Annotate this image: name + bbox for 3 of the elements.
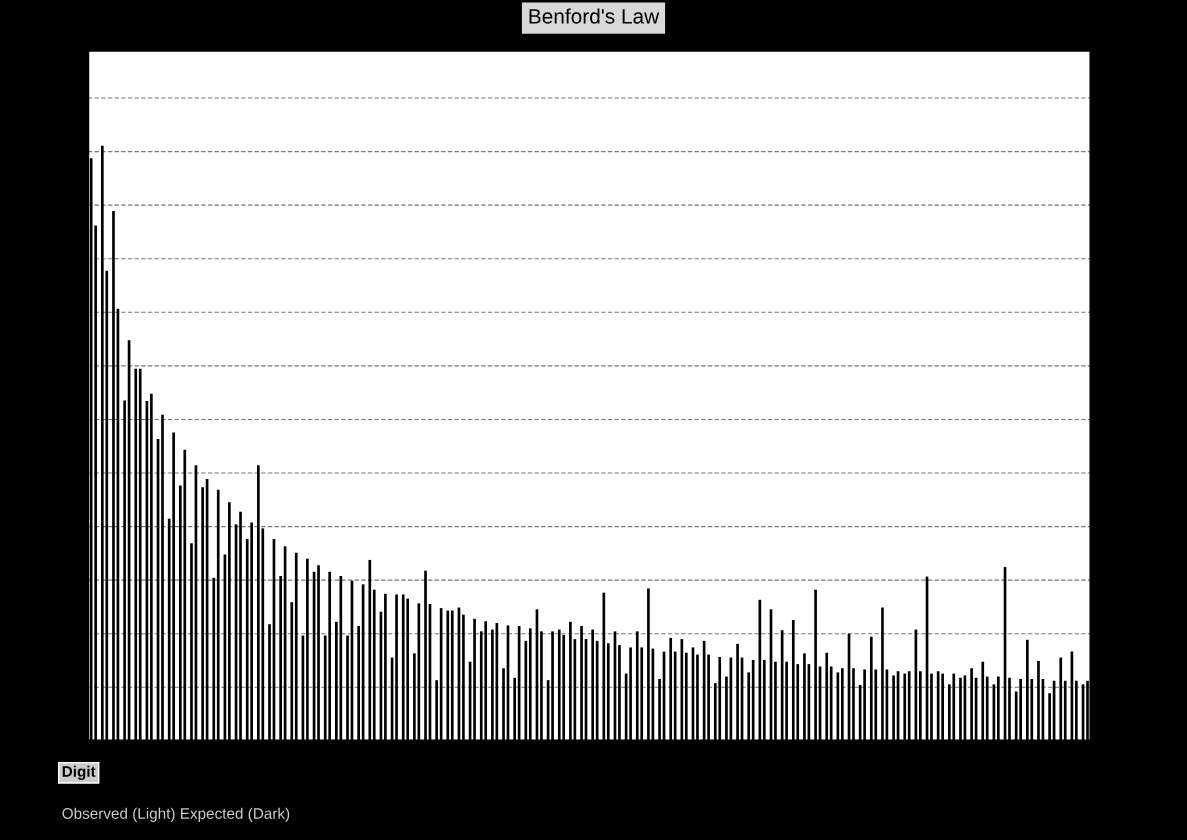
text: Observed (Light) Expected (Dark): [62, 807, 290, 822]
x-axis-title: Digit: [62, 765, 96, 780]
chart-title: Benford's Law: [529, 8, 660, 24]
